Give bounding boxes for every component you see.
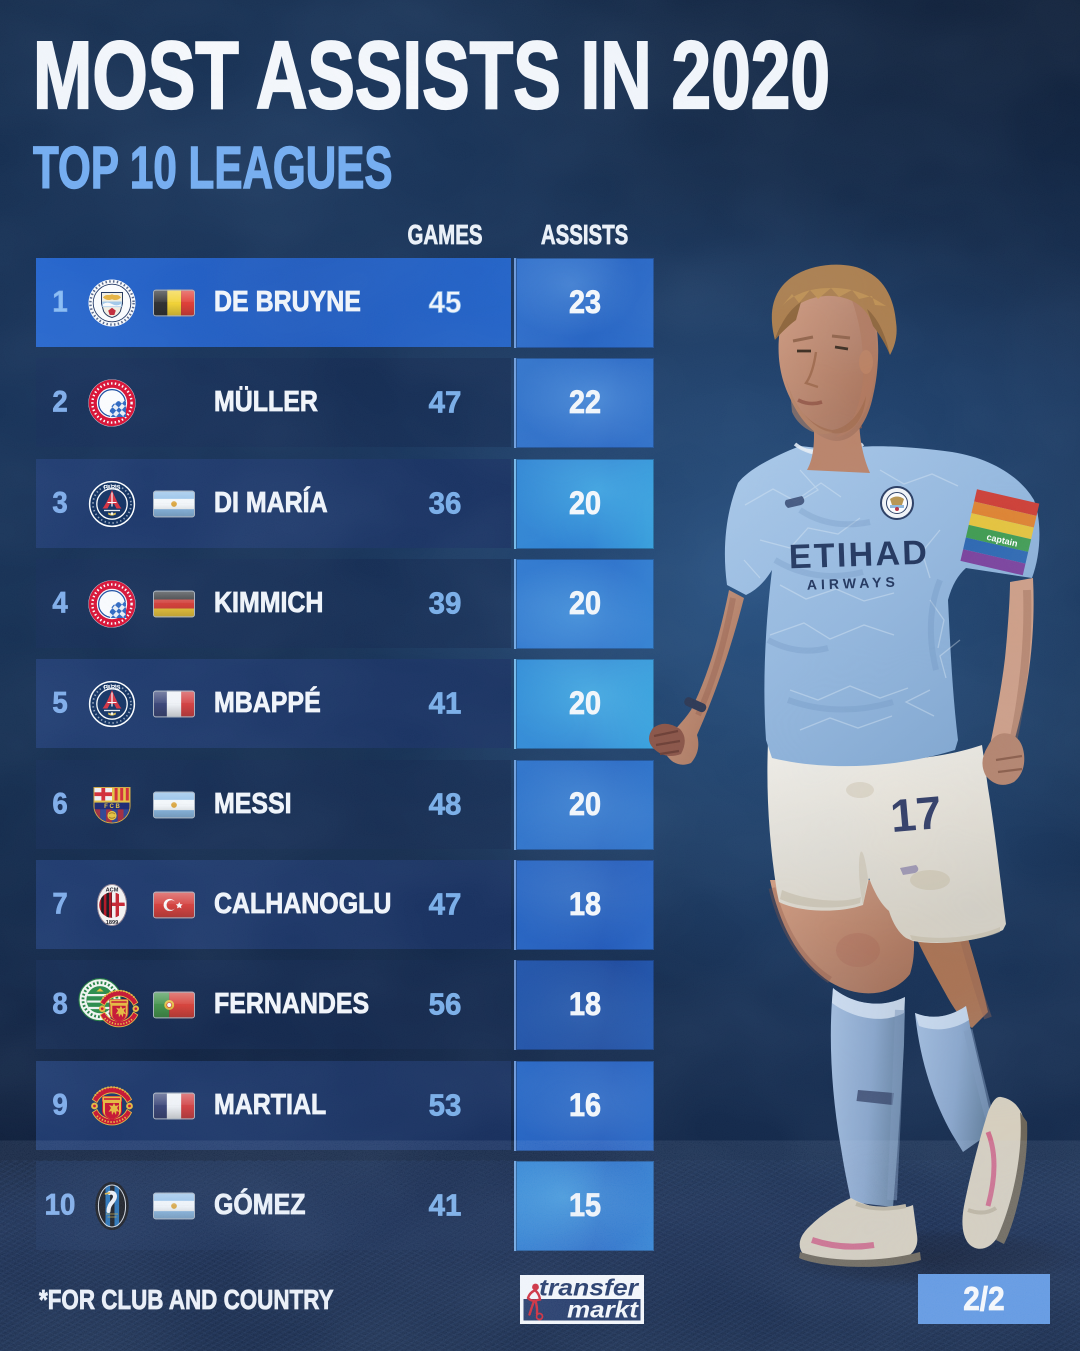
svg-text:17: 17 bbox=[888, 786, 944, 842]
svg-text:markt: markt bbox=[567, 1297, 640, 1323]
svg-text:AIRWAYS: AIRWAYS bbox=[807, 574, 900, 593]
svg-text:ETIHAD: ETIHAD bbox=[788, 534, 927, 577]
